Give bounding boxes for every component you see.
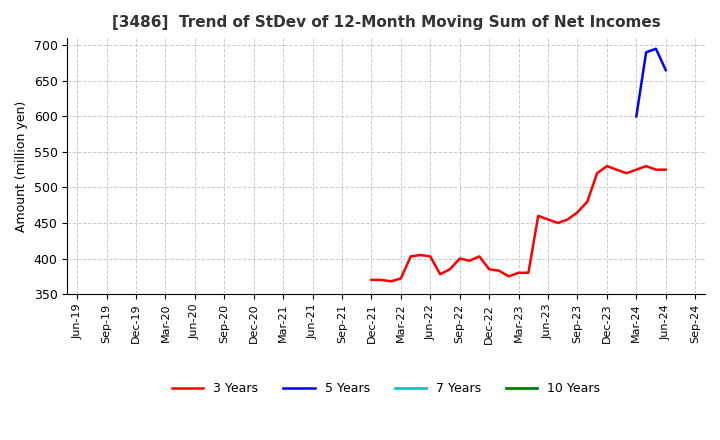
3 Years	[446, 267, 454, 272]
5 Years	[662, 67, 670, 73]
3 Years	[426, 254, 435, 259]
3 Years	[563, 217, 572, 222]
3 Years	[456, 256, 464, 261]
Line: 5 Years: 5 Years	[636, 49, 666, 116]
3 Years	[495, 268, 503, 273]
Y-axis label: Amount (million yen): Amount (million yen)	[15, 100, 28, 232]
5 Years	[632, 114, 641, 119]
5 Years	[642, 50, 650, 55]
3 Years	[514, 270, 523, 275]
3 Years	[534, 213, 543, 219]
3 Years	[622, 171, 631, 176]
3 Years	[367, 277, 376, 282]
3 Years	[573, 210, 582, 215]
3 Years	[397, 276, 405, 281]
3 Years	[475, 254, 484, 259]
Title: [3486]  Trend of StDev of 12-Month Moving Sum of Net Incomes: [3486] Trend of StDev of 12-Month Moving…	[112, 15, 660, 30]
3 Years	[377, 277, 385, 282]
3 Years	[406, 254, 415, 259]
3 Years	[544, 217, 552, 222]
3 Years	[485, 267, 493, 272]
3 Years	[416, 253, 425, 258]
3 Years	[632, 167, 641, 172]
3 Years	[583, 199, 592, 204]
3 Years	[603, 164, 611, 169]
3 Years	[652, 167, 660, 172]
3 Years	[387, 279, 395, 284]
3 Years	[642, 164, 650, 169]
3 Years	[465, 258, 474, 263]
3 Years	[554, 220, 562, 226]
3 Years	[524, 270, 533, 275]
5 Years	[652, 46, 660, 51]
Line: 3 Years: 3 Years	[372, 166, 666, 281]
Legend: 3 Years, 5 Years, 7 Years, 10 Years: 3 Years, 5 Years, 7 Years, 10 Years	[167, 377, 606, 400]
3 Years	[613, 167, 621, 172]
3 Years	[505, 274, 513, 279]
3 Years	[593, 171, 601, 176]
3 Years	[436, 271, 444, 277]
3 Years	[662, 167, 670, 172]
